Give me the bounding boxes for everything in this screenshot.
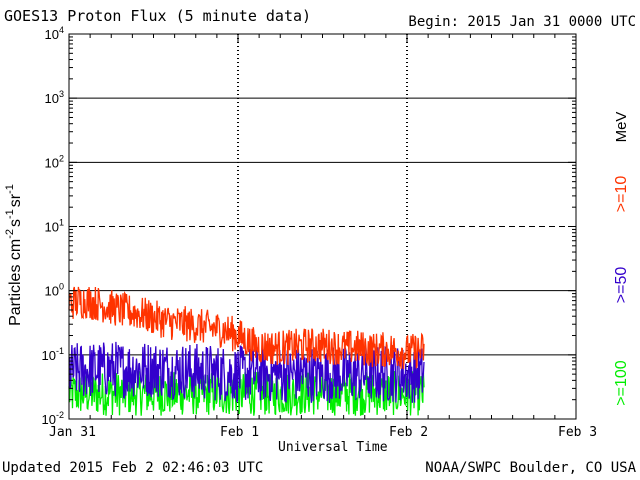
legend-label: >=100	[613, 360, 630, 405]
series-line-50MeV	[68, 341, 425, 403]
y-label-part: Particles cm	[7, 239, 24, 326]
y-tick-label: 104	[45, 25, 64, 42]
series-line-10MeV	[68, 286, 425, 369]
updated-timestamp: Updated 2015 Feb 2 02:46:03 UTC	[2, 460, 264, 476]
chart-title: GOES13 Proton Flux (5 minute data)	[4, 7, 312, 25]
y-tick-label: 102	[45, 153, 64, 170]
y-tick-base: 10	[45, 284, 59, 299]
begin-date: Begin: 2015 Jan 31 0000 UTC	[408, 14, 636, 30]
x-tick-label: Feb 2	[389, 425, 429, 440]
y-label-exponent: -1	[4, 184, 16, 194]
y-tick-base: 10	[42, 412, 56, 427]
y-label-exponent: -1	[4, 209, 16, 219]
y-tick-label: 10-1	[42, 346, 64, 363]
y-tick-exponent: -2	[56, 410, 64, 420]
y-tick-label: 100	[45, 282, 64, 299]
y-tick-exponent: 2	[59, 153, 64, 163]
y-tick-exponent: 1	[59, 218, 64, 228]
y-tick-base: 10	[42, 348, 56, 363]
y-label-exponent: -2	[4, 229, 16, 239]
y-tick-label: 10-2	[42, 410, 64, 427]
credit-line: NOAA/SWPC Boulder, CO USA	[425, 460, 636, 476]
y-tick-exponent: -1	[56, 346, 64, 356]
y-tick-exponent: 4	[59, 25, 64, 35]
flux-series	[68, 286, 425, 416]
legend: >=10 >=50 >=100 MeV	[613, 112, 630, 406]
legend-label: >=10	[613, 176, 630, 213]
y-tick-exponent: 0	[59, 282, 64, 292]
x-tick-label: Feb 1	[220, 425, 260, 440]
y-axis-label: Particles cm-2s-1sr-1	[4, 184, 24, 326]
y-tick-base: 10	[45, 155, 59, 170]
y-tick-exponent: 3	[59, 89, 64, 99]
x-tick-label: Feb 3	[558, 425, 598, 440]
x-axis-label: Universal Time	[278, 440, 388, 455]
legend-label: >=50	[613, 267, 630, 304]
y-tick-label: 101	[45, 218, 64, 235]
y-tick-base: 10	[45, 220, 59, 235]
horizontal-gridlines	[69, 97, 576, 356]
y-tick-label: 103	[45, 89, 64, 106]
y-label-part: s	[7, 219, 24, 227]
y-tick-base: 10	[45, 27, 59, 42]
axis-ticks	[68, 33, 577, 420]
y-label-part: sr	[7, 193, 24, 207]
y-tick-base: 10	[45, 91, 59, 106]
x-tick-label: Jan 31	[49, 425, 96, 440]
legend-unit: MeV	[613, 112, 630, 143]
